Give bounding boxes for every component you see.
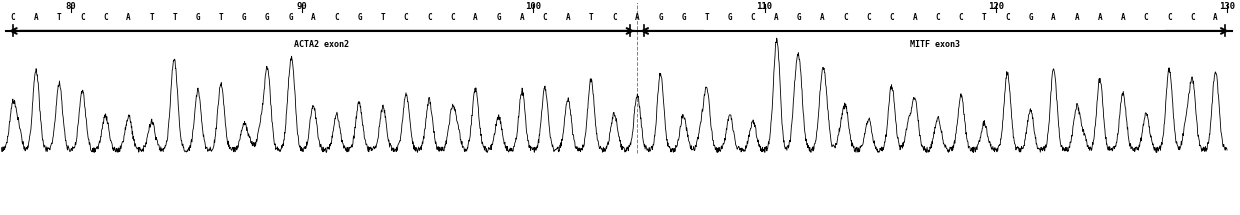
Text: T: T [982,13,987,22]
Text: C: C [404,13,408,22]
Text: C: C [867,13,870,22]
Text: T: T [57,13,62,22]
Text: ACTA2 exon2: ACTA2 exon2 [294,40,350,49]
Text: A: A [565,13,570,22]
Text: 90: 90 [296,2,308,11]
Text: C: C [750,13,755,22]
Text: C: C [959,13,963,22]
Text: C: C [335,13,339,22]
Text: A: A [1052,13,1056,22]
Text: T: T [381,13,386,22]
Text: C: C [611,13,616,22]
Text: G: G [658,13,663,22]
Text: G: G [357,13,362,22]
Text: A: A [474,13,477,22]
Text: A: A [1213,13,1218,22]
Text: T: T [589,13,594,22]
Text: C: C [1190,13,1194,22]
Text: C: C [1167,13,1172,22]
Text: A: A [913,13,918,22]
Text: A: A [635,13,640,22]
Text: C: C [1006,13,1009,22]
Text: G: G [728,13,732,22]
Text: G: G [196,13,201,22]
Text: A: A [1121,13,1125,22]
Text: 100: 100 [526,2,542,11]
Text: T: T [218,13,223,22]
Text: G: G [242,13,247,22]
Text: T: T [149,13,154,22]
Text: C: C [427,13,432,22]
Text: A: A [33,13,38,22]
Text: C: C [1143,13,1148,22]
Text: A: A [774,13,779,22]
Text: G: G [681,13,686,22]
Text: T: T [172,13,177,22]
Text: C: C [450,13,455,22]
Text: G: G [265,13,269,22]
Text: C: C [103,13,108,22]
Text: A: A [126,13,131,22]
Text: C: C [11,13,15,22]
Text: 80: 80 [66,2,76,11]
Text: G: G [288,13,293,22]
Text: C: C [81,13,84,22]
Text: A: A [520,13,525,22]
Text: A: A [820,13,825,22]
Text: T: T [704,13,709,22]
Text: C: C [936,13,940,22]
Text: A: A [1097,13,1102,22]
Text: A: A [311,13,316,22]
Text: G: G [496,13,501,22]
Text: C: C [543,13,547,22]
Text: 120: 120 [988,2,1004,11]
Text: G: G [1028,13,1033,22]
Text: C: C [889,13,894,22]
Text: C: C [843,13,848,22]
Text: 130: 130 [1219,2,1235,11]
Text: MITF exon3: MITF exon3 [909,40,960,49]
Text: G: G [797,13,801,22]
Text: 110: 110 [756,2,773,11]
Text: A: A [1074,13,1079,22]
